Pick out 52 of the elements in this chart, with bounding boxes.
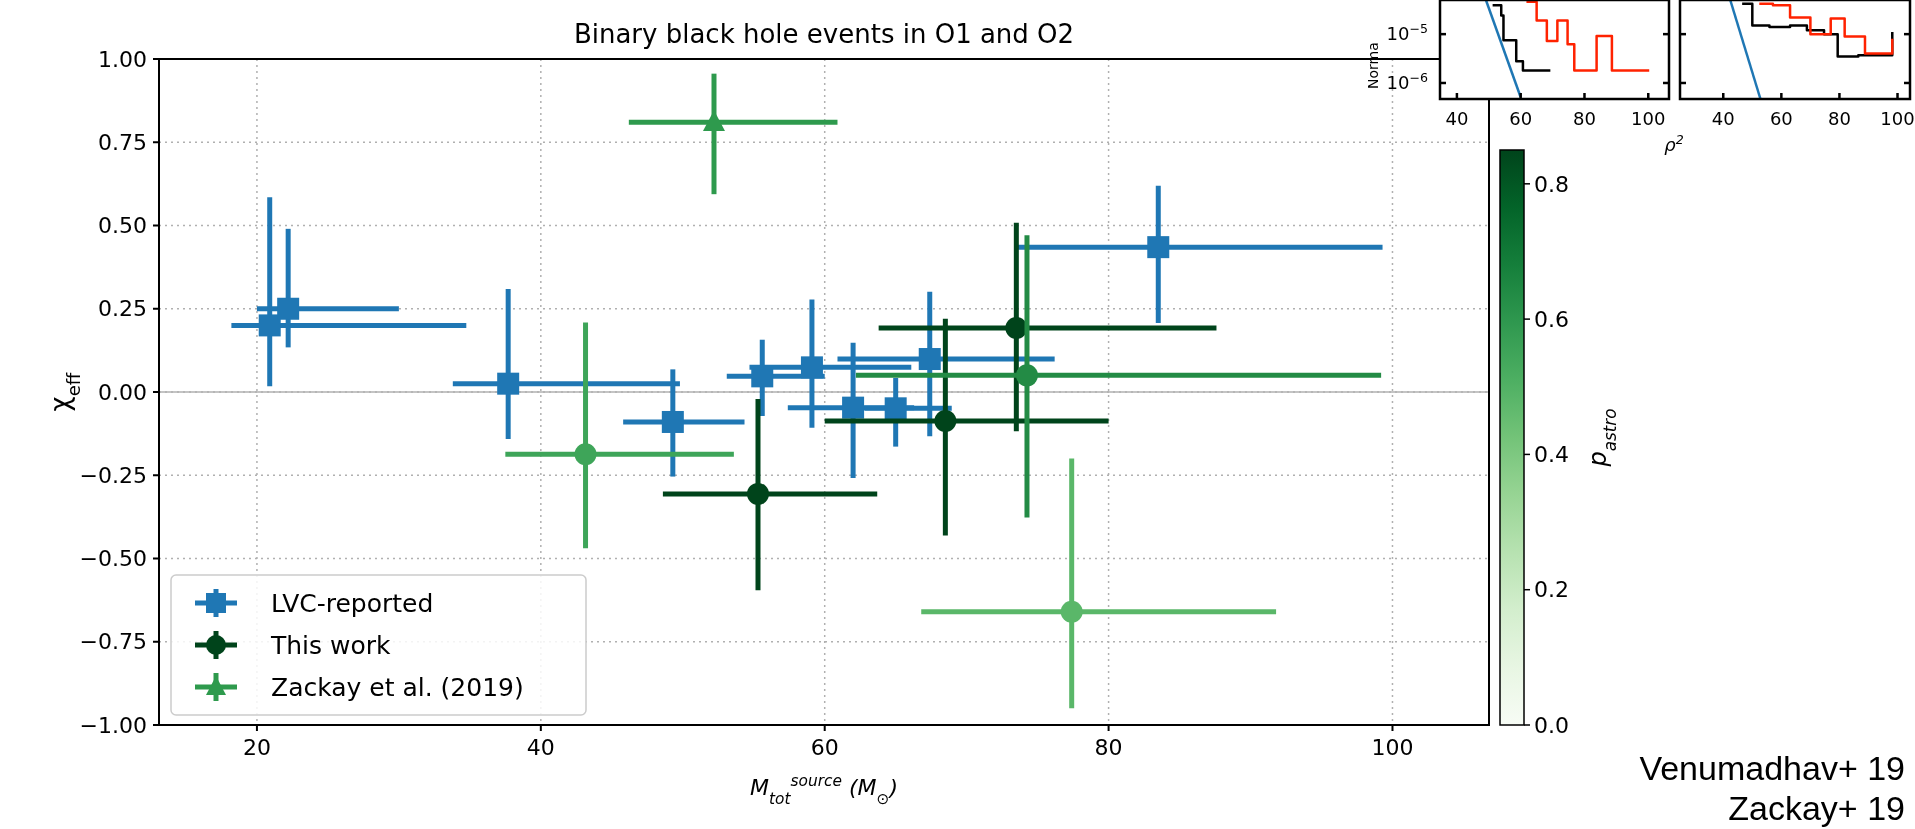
x-tick-label: 100 bbox=[1631, 108, 1666, 129]
legend-label: This work bbox=[270, 631, 392, 660]
y-axis-title: Norma bbox=[1365, 42, 1381, 89]
x-tick-label: 40 bbox=[1445, 108, 1469, 129]
y-tick-label: −1.00 bbox=[79, 712, 147, 738]
y-tick-label: 10$^{−6}$ bbox=[1386, 69, 1428, 94]
color-bar-label: 0.2 bbox=[1534, 577, 1569, 603]
chart-title: Binary black hole events in O1 and O2 bbox=[573, 19, 1075, 49]
color-bar-label: 0.6 bbox=[1534, 306, 1569, 332]
y-tick-label: −0.25 bbox=[79, 462, 147, 488]
point bbox=[661, 410, 684, 433]
x-tick-label: 60 bbox=[810, 735, 839, 760]
legend-label: Zackay et al. (2019) bbox=[271, 673, 524, 702]
color-bar-label: 0.4 bbox=[1534, 442, 1569, 468]
x-tick-label: 40 bbox=[1711, 108, 1735, 129]
x-tick-label: 100 bbox=[1371, 735, 1414, 760]
text: Venumadhav+ 19 bbox=[1639, 749, 1905, 787]
point bbox=[934, 409, 957, 432]
y-tick-label: 1.00 bbox=[98, 46, 147, 72]
point bbox=[918, 348, 941, 371]
legend-label: LVC-reported bbox=[271, 589, 434, 618]
x-tick-label: 20 bbox=[242, 735, 271, 760]
point bbox=[800, 356, 823, 379]
x-tick-label: 80 bbox=[1094, 735, 1123, 760]
point bbox=[258, 314, 281, 337]
y-tick-label: 0.50 bbox=[98, 213, 147, 239]
point bbox=[1015, 364, 1038, 387]
point bbox=[574, 443, 597, 466]
text: Zackay+ 19 bbox=[1728, 789, 1905, 827]
point bbox=[497, 372, 520, 395]
point bbox=[1147, 236, 1170, 259]
x-tick-label: 80 bbox=[1827, 108, 1851, 129]
point bbox=[842, 396, 865, 419]
y-tick-label: 0.75 bbox=[98, 129, 147, 155]
x-axis-title: ρ$^{2}$ bbox=[1664, 131, 1684, 155]
y-tick-label: −0.75 bbox=[79, 629, 147, 655]
y-tick-label: −0.50 bbox=[79, 546, 147, 572]
y-tick-label: 10$^{−5}$ bbox=[1386, 20, 1428, 45]
y-tick-label: 0.25 bbox=[98, 296, 147, 322]
point bbox=[277, 297, 300, 320]
point bbox=[747, 482, 769, 505]
y-tick-label: 0.00 bbox=[98, 379, 147, 405]
x-tick-label: 60 bbox=[1769, 108, 1793, 129]
point bbox=[1060, 600, 1083, 623]
x-tick-label: 80 bbox=[1573, 108, 1596, 129]
point bbox=[884, 397, 907, 420]
color-bar-label: 0.0 bbox=[1534, 712, 1569, 738]
color-bar-label: 0.8 bbox=[1534, 171, 1569, 197]
x-tick-label: 60 bbox=[1509, 108, 1533, 129]
x-axis-title: M$_{tot}$$^{source}$ (M$_{⊙}$) bbox=[750, 772, 898, 808]
x-tick-label: 100 bbox=[1880, 108, 1915, 129]
x-tick-label: 40 bbox=[526, 735, 555, 760]
